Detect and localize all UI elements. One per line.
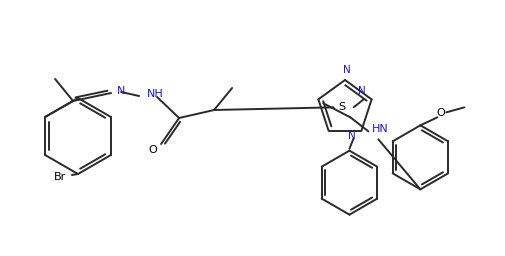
Text: S: S [338,102,345,112]
Text: Br: Br [54,172,66,182]
Text: HN: HN [372,124,389,134]
Text: N: N [343,65,351,75]
Text: NH: NH [147,89,164,99]
Text: O: O [436,108,445,118]
Text: O: O [148,145,158,155]
Text: N: N [358,86,366,96]
Text: N: N [117,86,125,96]
Text: N: N [347,131,356,141]
